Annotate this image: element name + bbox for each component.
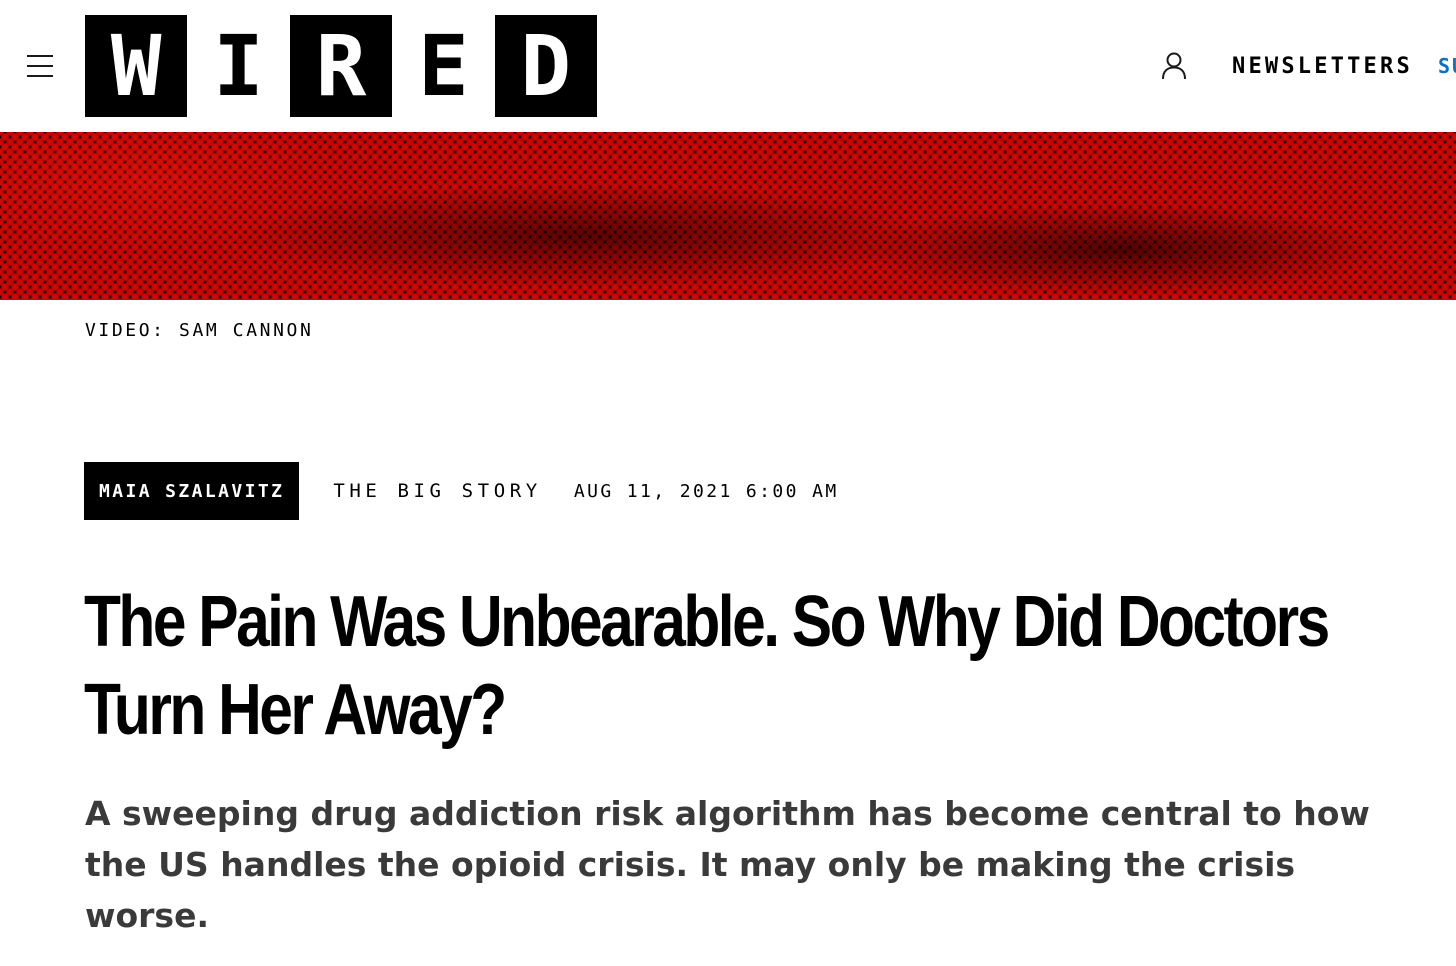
menu-bar-middle (27, 65, 53, 67)
newsletters-link[interactable]: NEWSLETTERS (1232, 54, 1413, 79)
user-icon-glyph (1162, 52, 1186, 80)
rubric-link[interactable]: THE BIG STORY (333, 480, 542, 502)
headline-text: The Pain Was Unbearable. So Why Did Doct… (84, 582, 1330, 750)
article-dek: A sweeping drug addiction risk algorithm… (85, 794, 1370, 935)
logo-letter-e: E (392, 15, 495, 117)
site-header: W I R E D NEWSLETTERS SUBSCRIBE (0, 0, 1456, 132)
publish-date: AUG 11, 2021 6:00 AM (573, 480, 839, 502)
subscribe-link[interactable]: SUBSCRIBE (1438, 54, 1456, 78)
logo-letter-r: R (289, 15, 393, 117)
user-icon[interactable] (1161, 52, 1187, 80)
video-credit: VIDEO: SAM CANNON (85, 320, 314, 341)
article-meta: MAIA SZALAVITZ THE BIG STORY AUG 11, 202… (84, 462, 839, 520)
menu-bar-bottom (27, 75, 53, 77)
article-headline: The Pain Was Unbearable. So Why Did Doct… (84, 578, 1330, 754)
menu-bar-top (27, 55, 53, 57)
wired-logo[interactable]: W I R E D (85, 15, 597, 117)
logo-letter-i: I (187, 15, 290, 117)
logo-letter-w: W (85, 15, 188, 117)
hero-video-halftone[interactable] (0, 132, 1456, 300)
logo-letter-d: D (494, 15, 597, 117)
hamburger-menu-icon[interactable] (27, 55, 54, 77)
author-badge[interactable]: MAIA SZALAVITZ (84, 462, 300, 520)
